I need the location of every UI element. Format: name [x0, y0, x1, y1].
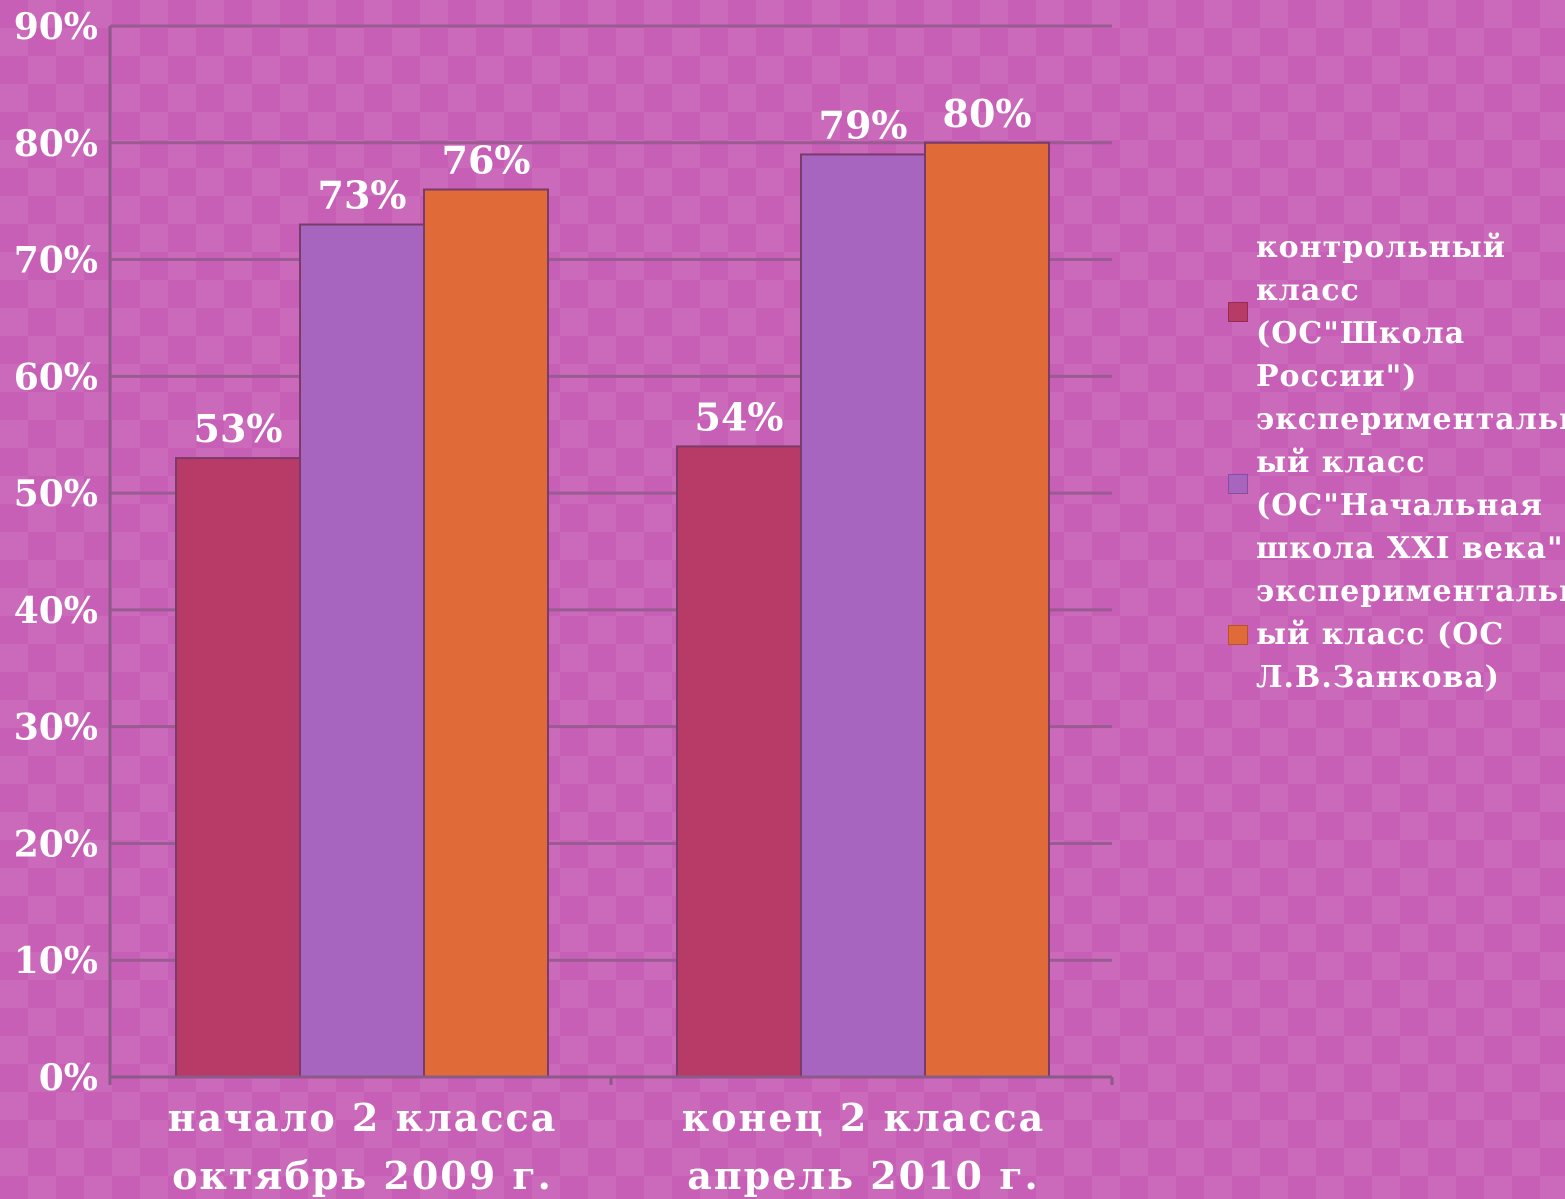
y-tick-label: 70%: [14, 240, 98, 282]
data-label: 73%: [318, 173, 407, 218]
legend-label: контрольный класс (ОС"Школа России"): [1256, 230, 1507, 394]
legend-swatch: [1228, 474, 1248, 494]
bar: [423, 188, 549, 1078]
x-category-label: начало 2 класса: [168, 1095, 558, 1140]
bar: [800, 153, 926, 1078]
y-tick-label: 50%: [14, 473, 98, 515]
data-label: 54%: [695, 394, 784, 439]
y-tick-label: 0%: [39, 1057, 98, 1099]
legend-swatch: [1228, 302, 1248, 322]
bar: [924, 141, 1050, 1078]
y-tick-label: 30%: [14, 707, 98, 749]
legend-item: контрольный класс (ОС"Школа России"): [1228, 226, 1558, 398]
bar: [175, 457, 301, 1079]
x-category-label: апрель 2010 г.: [687, 1153, 1040, 1198]
x-category-label: октябрь 2009 г.: [172, 1153, 553, 1198]
y-tick-label: 90%: [14, 6, 98, 48]
y-tick-label: 10%: [14, 940, 98, 982]
legend-item: экспериментальн ый класс (ОС Л.В.Занкова…: [1228, 570, 1565, 699]
data-label: 53%: [194, 406, 283, 451]
data-label: 76%: [442, 137, 531, 182]
legend-label: экспериментальн ый класс (ОС Л.В.Занкова…: [1256, 574, 1565, 695]
legend: контрольный класс (ОС"Школа России") эксп…: [1228, 226, 1565, 699]
legend-item: экспериментальн ый класс (ОС"Начальная ш…: [1228, 398, 1565, 570]
y-tick-label: 60%: [14, 356, 98, 398]
legend-swatch: [1228, 624, 1248, 645]
x-category-label: конец 2 класса: [682, 1095, 1046, 1140]
y-tick-label: 40%: [14, 590, 98, 632]
bar: [299, 223, 425, 1078]
y-tick-label: 80%: [14, 123, 98, 165]
data-label: 79%: [819, 102, 908, 147]
data-label: 80%: [943, 91, 1032, 136]
bar: [676, 445, 802, 1078]
y-tick-label: 20%: [14, 823, 98, 865]
legend-label: экспериментальн ый класс (ОС"Начальная ш…: [1256, 402, 1565, 566]
